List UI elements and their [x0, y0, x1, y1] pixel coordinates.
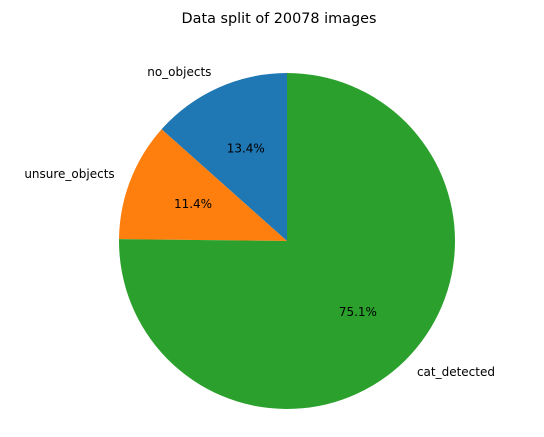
slice-label-unsure-objects: unsure_objects — [24, 167, 114, 181]
pie-slice-cat-detected — [119, 73, 456, 409]
slice-percent-cat-detected: 75.1% — [339, 305, 377, 319]
chart-title: Data split of 20078 images — [182, 11, 377, 27]
slice-percent-no-objects: 13.4% — [227, 142, 265, 156]
pie-slice-no-objects — [161, 73, 287, 241]
pie-labels: no_objects 13.4% unsure_objects 11.4% cat_de… — [24, 65, 495, 379]
pie-slice-unsure-objects — [119, 129, 287, 241]
slice-label-no-objects: no_objects — [147, 65, 211, 79]
slice-percent-unsure-objects: 11.4% — [174, 197, 212, 211]
pie-slices — [119, 73, 456, 409]
slice-label-cat-detected: cat_detected — [417, 365, 495, 379]
